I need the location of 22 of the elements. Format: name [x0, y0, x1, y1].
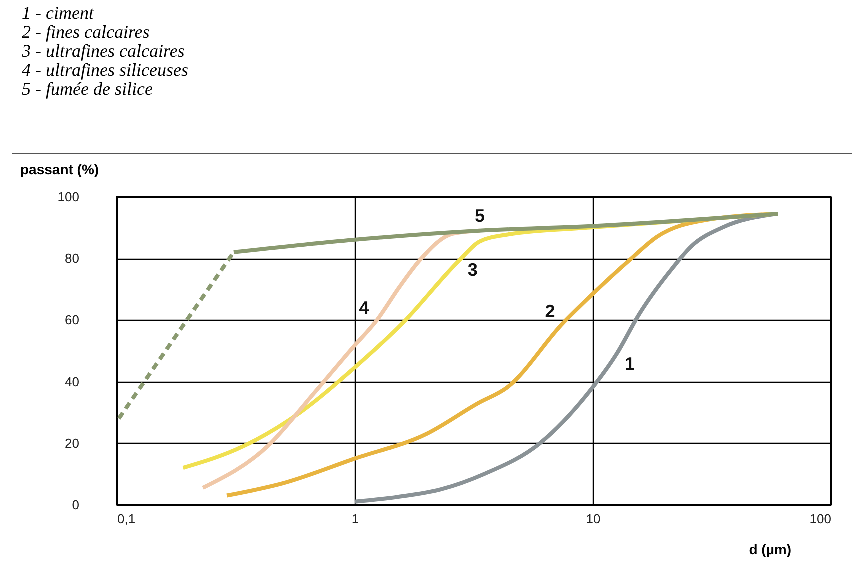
- series-label: 3: [468, 260, 478, 280]
- series-label: 5: [474, 206, 485, 226]
- y-tick-label: 100: [58, 190, 80, 204]
- text: 4 - ultrafines siliceuses: [22, 60, 188, 80]
- x-axis-title: d (µm): [749, 542, 792, 558]
- x-tick-label: 10: [586, 512, 601, 526]
- x-tick-label: 1: [352, 512, 360, 526]
- y-tick-label: 0: [72, 498, 80, 512]
- series-label: 2: [545, 301, 556, 322]
- y-tick-label: 60: [65, 312, 80, 328]
- y-axis-title: passant (%): [20, 162, 100, 178]
- text: 2 - fines calcaires: [22, 22, 150, 42]
- text: 3 - ultrafines calcaires: [21, 41, 185, 61]
- series-label: 4: [359, 298, 370, 318]
- y-tick-label: 80: [65, 251, 80, 266]
- x-tick-label: 100: [810, 512, 832, 526]
- x-tick-label: 0,1: [118, 512, 136, 526]
- text: 1 - ciment: [22, 3, 95, 23]
- series-label: 1: [624, 354, 635, 374]
- y-tick-label: 40: [65, 374, 80, 390]
- text: 5 - fumée de silice: [22, 79, 153, 99]
- y-tick-label: 20: [65, 436, 80, 451]
